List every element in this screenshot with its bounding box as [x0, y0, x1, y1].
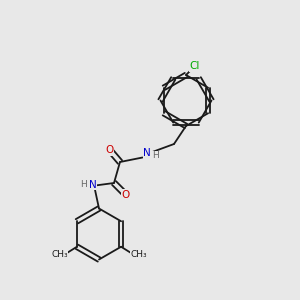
Text: Cl: Cl	[190, 61, 200, 71]
Text: H: H	[152, 152, 158, 160]
Text: O: O	[105, 145, 114, 155]
Text: CH₃: CH₃	[130, 250, 147, 259]
Text: N: N	[143, 148, 151, 158]
Text: CH₃: CH₃	[51, 250, 68, 259]
Text: N: N	[89, 179, 97, 190]
Text: O: O	[122, 190, 130, 200]
Text: H: H	[81, 180, 87, 189]
